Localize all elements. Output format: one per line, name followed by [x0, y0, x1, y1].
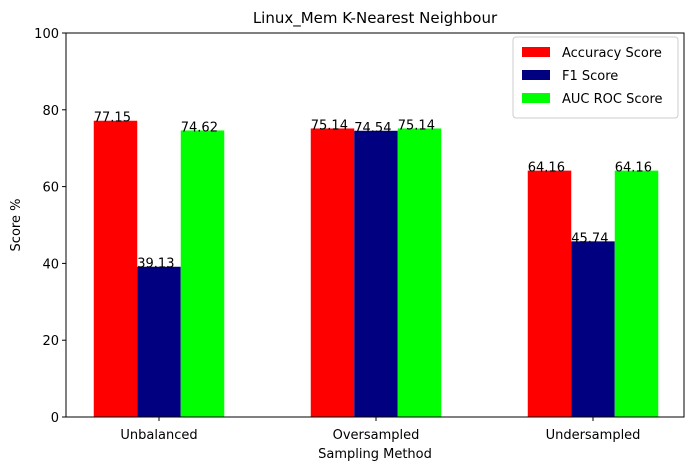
bar-accuracy-score-unbalanced: [93, 120, 138, 417]
bar-f1-score-unbalanced: [137, 266, 181, 417]
legend-box: [512, 36, 679, 119]
data-label: 39.13: [137, 257, 174, 272]
bar-auc-roc-score-unbalanced: [180, 130, 225, 417]
data-label: 77.15: [94, 111, 131, 126]
x-tick-label: Oversampled: [333, 428, 420, 443]
data-label: 64.16: [528, 161, 565, 176]
data-label: 74.54: [354, 121, 391, 136]
y-tick-label: 0: [51, 411, 59, 426]
chart-title: Linux_Mem K-Nearest Neighbour: [253, 9, 498, 28]
x-tick-label: Undersampled: [546, 428, 641, 443]
y-tick-label: 40: [42, 257, 59, 272]
x-axis-title: Sampling Method: [318, 447, 432, 462]
y-tick-label: 100: [34, 27, 59, 42]
plot-frame: [65, 32, 685, 418]
bar-accuracy-score-oversampled: [310, 128, 355, 417]
bar-auc-roc-score-oversampled: [397, 128, 442, 417]
data-label: 74.62: [181, 120, 218, 135]
bar-f1-score-oversampled: [354, 130, 398, 417]
legend-swatch: [522, 70, 550, 80]
plot-area: 77.15 39.13 74.62 75.14 74.54 75.14 64.16 45.74…: [93, 111, 659, 417]
x-tick-label: Unbalanced: [120, 428, 197, 443]
y-tick-label: 80: [42, 104, 59, 119]
legend: Accuracy Score F1 Score AUC ROC Score: [512, 36, 679, 119]
legend-label: AUC ROC Score: [562, 92, 663, 107]
data-label: 45.74: [571, 231, 608, 246]
bar-auc-roc-score-undersampled: [614, 170, 659, 417]
y-tick-label: 20: [42, 334, 59, 349]
data-label: 75.14: [311, 118, 348, 133]
y-axis: 0 20 40 60 80 100: [34, 27, 66, 426]
bar-f1-score-undersampled: [571, 241, 615, 417]
legend-swatch: [522, 93, 550, 103]
legend-label: F1 Score: [562, 69, 618, 84]
legend-swatch: [522, 47, 550, 57]
bar-accuracy-score-undersampled: [527, 170, 572, 417]
legend-label: Accuracy Score: [562, 46, 662, 61]
y-tick-label: 60: [42, 181, 59, 196]
x-axis: Unbalanced Oversampled Undersampled: [120, 417, 640, 443]
data-label: 64.16: [615, 161, 652, 176]
y-axis-title: Score %: [9, 199, 24, 252]
data-label: 75.14: [398, 118, 435, 133]
